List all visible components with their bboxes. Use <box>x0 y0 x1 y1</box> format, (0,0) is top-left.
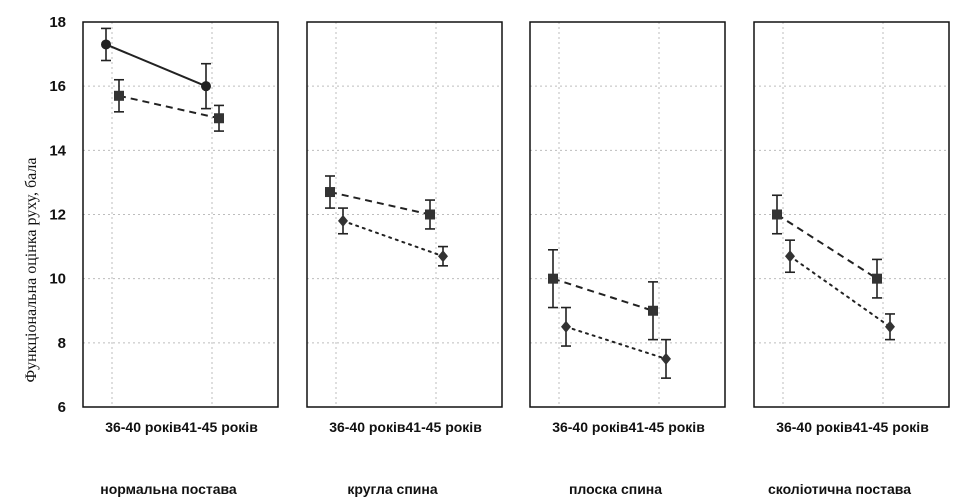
data-point <box>785 250 795 263</box>
series-line <box>118 94 220 120</box>
data-point <box>101 39 111 50</box>
panel-frame <box>306 21 503 408</box>
data-point <box>338 214 348 227</box>
x-tick-label: 41-45 років <box>406 419 483 435</box>
data-point <box>548 273 558 284</box>
series-line <box>789 255 891 328</box>
data-point <box>325 187 335 198</box>
data-point <box>561 320 571 333</box>
data-point <box>425 209 435 220</box>
y-tick-label: 14 <box>49 142 66 159</box>
panel-label: кругла спина <box>347 481 438 497</box>
x-tick-label: 36-40 років <box>105 419 182 435</box>
y-tick-label: 6 <box>58 399 66 416</box>
panel-label: сколіотична постава <box>768 481 911 497</box>
data-point <box>114 90 124 101</box>
panel-label: нормальна постава <box>100 481 237 497</box>
x-tick-label: 41-45 років <box>853 419 930 435</box>
y-tick-label: 12 <box>49 207 66 224</box>
data-point <box>438 250 448 263</box>
series-line <box>552 277 654 312</box>
series-line <box>329 191 431 216</box>
data-point <box>885 320 895 333</box>
panel-frame <box>753 21 950 408</box>
panel-label: плоска спина <box>569 481 662 497</box>
x-tick-label: 41-45 років <box>182 419 259 435</box>
data-point <box>872 273 882 284</box>
panel-frame <box>82 21 279 408</box>
y-tick-label: 16 <box>49 78 66 95</box>
data-point <box>201 81 211 92</box>
x-tick-label: 36-40 років <box>776 419 853 435</box>
y-tick-label: 8 <box>58 335 66 352</box>
x-tick-label: 36-40 років <box>329 419 406 435</box>
x-tick-label: 41-45 років <box>629 419 706 435</box>
y-tick-label: 18 <box>49 14 66 31</box>
y-axis-label: Функціональна оцінка руху, бала <box>23 158 40 383</box>
data-point <box>772 209 782 220</box>
series-line <box>776 213 878 280</box>
y-tick-label: 10 <box>49 271 66 288</box>
data-point <box>214 113 224 124</box>
panel-frame <box>529 21 726 408</box>
data-point <box>648 305 658 316</box>
x-tick-label: 36-40 років <box>552 419 629 435</box>
series-line <box>342 219 444 258</box>
data-point <box>661 352 671 365</box>
series-line <box>105 43 207 88</box>
